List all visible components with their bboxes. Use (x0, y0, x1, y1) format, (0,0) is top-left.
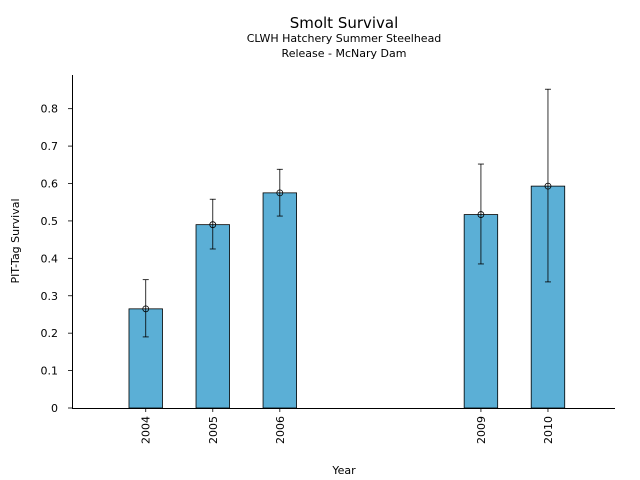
chart-title: Smolt Survival (290, 14, 399, 32)
y-tick-label-3: 0.3 (41, 290, 59, 303)
x-tick-label-2005: 2005 (207, 416, 220, 444)
y-tick-label-6: 0.6 (41, 178, 59, 191)
x-tick-label-2009: 2009 (475, 416, 488, 444)
x-tick-label-2004: 2004 (140, 416, 153, 444)
x-axis-label: Year (331, 464, 356, 477)
x-tick-label-2006: 2006 (274, 416, 287, 444)
x-tick-label-2010: 2010 (542, 416, 555, 444)
y-tick-label-7: 0.7 (41, 140, 59, 153)
chart-subtitle-line-1: CLWH Hatchery Summer Steelhead (247, 32, 442, 45)
point-marker-2009 (477, 211, 485, 218)
error-bars-group (142, 88, 552, 338)
y-tick-label-2: 0.2 (41, 327, 59, 340)
x-ticks-group: 2004 2005 2006 2009 2010 (140, 408, 555, 444)
y-ticks-group: 0 0.1 0.2 0.3 0.4 0.5 0.6 0.7 0.8 (41, 103, 72, 415)
point-marker-2010 (544, 182, 552, 190)
bar-2005 (195, 224, 230, 409)
chart-subtitle-line-2: Release - McNary Dam (282, 47, 407, 60)
bars-group (128, 185, 566, 409)
y-axis-label: PIT-Tag Survival (9, 198, 22, 283)
point-marker-2006 (276, 189, 284, 197)
y-tick-label-8: 0.8 (41, 103, 59, 116)
bar-2006 (262, 192, 297, 409)
y-tick-label-1: 0.1 (41, 365, 59, 378)
point-marker-2005 (209, 221, 217, 229)
y-tick-label-0: 0 (51, 402, 58, 415)
y-tick-label-5: 0.5 (41, 215, 59, 228)
y-tick-label-4: 0.4 (41, 252, 59, 265)
point-marker-2004 (142, 305, 150, 313)
